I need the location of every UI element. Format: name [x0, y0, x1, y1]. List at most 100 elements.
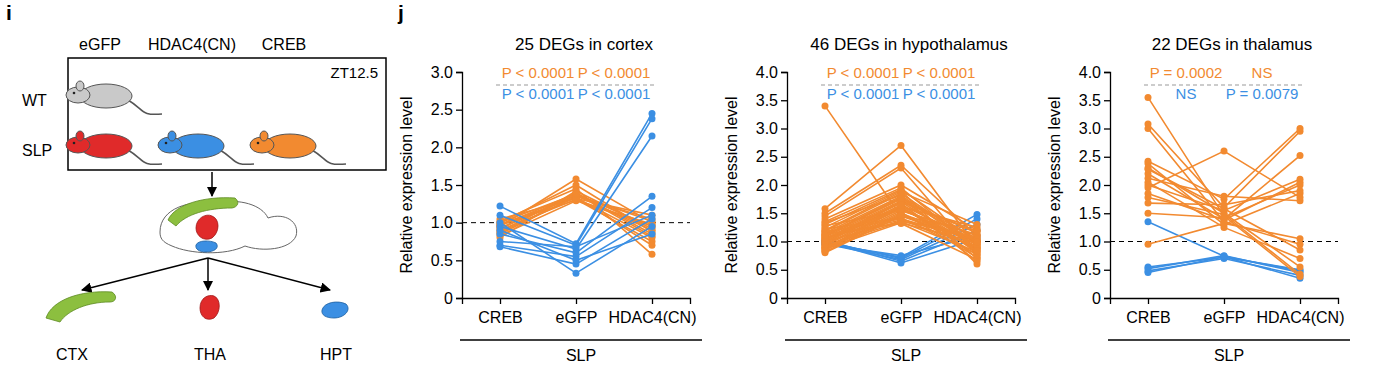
x-axis-line — [788, 299, 1016, 305]
series-line — [1148, 182, 1300, 258]
figure: ijeGFPHDAC4(CN)CREBWTSLPZT12.5CTXTHAHPT0… — [0, 0, 1374, 372]
series-point — [649, 133, 656, 140]
y-tick-mark — [781, 241, 787, 242]
y-axis: 00.51.01.52.02.53.0 — [431, 64, 463, 307]
y-tick: 1.5 — [431, 177, 462, 194]
y-tick-label: 0 — [1092, 290, 1101, 307]
thalamus-icon — [200, 296, 219, 320]
x-tick-mark — [652, 298, 653, 304]
y-tick-mark — [1104, 270, 1110, 271]
series — [497, 110, 656, 247]
series — [497, 227, 656, 264]
series — [822, 165, 981, 260]
y-axis-line — [456, 73, 463, 299]
mouse-icon — [66, 81, 162, 114]
p-value-annotation: P < 0.0001 — [502, 85, 575, 102]
y-tick: 0 — [1092, 290, 1110, 307]
y-tick: 4.0 — [1079, 64, 1110, 81]
p-value-annotation: P < 0.0001 — [578, 64, 651, 81]
series-point — [822, 219, 829, 226]
y-tick: 2.5 — [1079, 148, 1110, 165]
y-tick-mark — [781, 298, 787, 299]
series-point — [898, 165, 905, 172]
arrow — [208, 258, 330, 290]
column-label: eGFP — [79, 36, 121, 53]
y-tick: 3.5 — [756, 92, 787, 109]
y-tick-mark — [781, 270, 787, 271]
series-line — [825, 216, 977, 248]
chart: 00.51.01.52.02.53.0CREBeGFPHDAC4(CN)SLPR… — [398, 35, 702, 364]
series-point — [1145, 94, 1152, 101]
x-tick-mark — [901, 298, 902, 304]
x-tick: CREB — [1126, 298, 1170, 326]
x-axis-label: SLP — [566, 347, 596, 364]
y-tick-mark — [781, 185, 787, 186]
y-tick-mark — [1104, 128, 1110, 129]
x-axis-line — [1111, 299, 1339, 305]
y-tick-label: 2.0 — [431, 139, 453, 156]
series-point — [573, 197, 580, 204]
series-point — [497, 219, 504, 226]
reference-line — [1110, 241, 1338, 242]
y-tick-label: 3.0 — [431, 64, 453, 81]
y-tick: 1.5 — [756, 205, 787, 222]
y-tick-label: 1.0 — [756, 233, 778, 250]
x-tick: eGFP — [881, 298, 923, 326]
series-point — [497, 238, 504, 245]
series-point — [497, 203, 504, 210]
y-tick: 3.0 — [431, 64, 462, 81]
series — [1145, 220, 1304, 248]
series-point — [1297, 263, 1304, 270]
series — [1145, 152, 1304, 222]
series-point — [573, 182, 580, 189]
series — [497, 115, 656, 249]
p-value-annotation: P < 0.0001 — [827, 85, 900, 102]
y-tick: 1.0 — [1079, 233, 1110, 250]
series-point — [1297, 194, 1304, 201]
brain-icon — [160, 198, 297, 253]
x-tick-mark — [1148, 298, 1149, 304]
y-tick-mark — [1104, 100, 1110, 101]
series-line — [1148, 151, 1300, 197]
x-tick-mark — [576, 298, 577, 304]
series-point — [898, 195, 905, 202]
x-axis-line — [463, 299, 691, 305]
series — [1145, 120, 1304, 211]
series — [1145, 179, 1304, 224]
series-point — [1297, 235, 1304, 242]
p-value-annotation: P = 0.0002 — [1150, 64, 1223, 81]
series-line — [825, 203, 977, 261]
series-line — [1148, 164, 1300, 225]
series-line — [500, 223, 652, 273]
y-tick: 1.5 — [1079, 205, 1110, 222]
diagram: eGFPHDAC4(CN)CREBWTSLPZT12.5CTXTHAHPT — [22, 36, 386, 363]
p-value-annotation: P < 0.0001 — [903, 64, 976, 81]
series-point — [573, 270, 580, 277]
column-label: HDAC4(CN) — [148, 36, 236, 53]
plot-area — [787, 102, 1015, 267]
series-point — [1297, 125, 1304, 132]
y-tick-label: 0.5 — [431, 252, 453, 269]
y-tick-label: 1.0 — [431, 214, 453, 231]
series-line — [1148, 185, 1300, 218]
x-tick: CREB — [803, 298, 847, 326]
series — [1145, 165, 1304, 271]
frame — [68, 58, 386, 170]
series-point — [649, 204, 656, 211]
series-point — [649, 212, 656, 219]
series — [1145, 187, 1304, 208]
arrow — [82, 258, 208, 290]
column-label: CREB — [262, 36, 306, 53]
y-tick-mark — [781, 100, 787, 101]
series-point — [974, 228, 981, 235]
x-axis: CREBeGFPHDAC4(CN) — [1111, 298, 1345, 326]
series-point — [573, 190, 580, 197]
series-point — [1221, 252, 1228, 259]
series-line — [1148, 222, 1300, 271]
y-tick-label: 1.5 — [756, 205, 778, 222]
chart: 00.51.01.52.02.53.03.54.0CREBeGFPHDAC4(C… — [723, 35, 1027, 364]
series-point — [573, 175, 580, 182]
series — [497, 185, 656, 258]
plot-area — [1110, 94, 1338, 282]
series-point — [1297, 152, 1304, 159]
